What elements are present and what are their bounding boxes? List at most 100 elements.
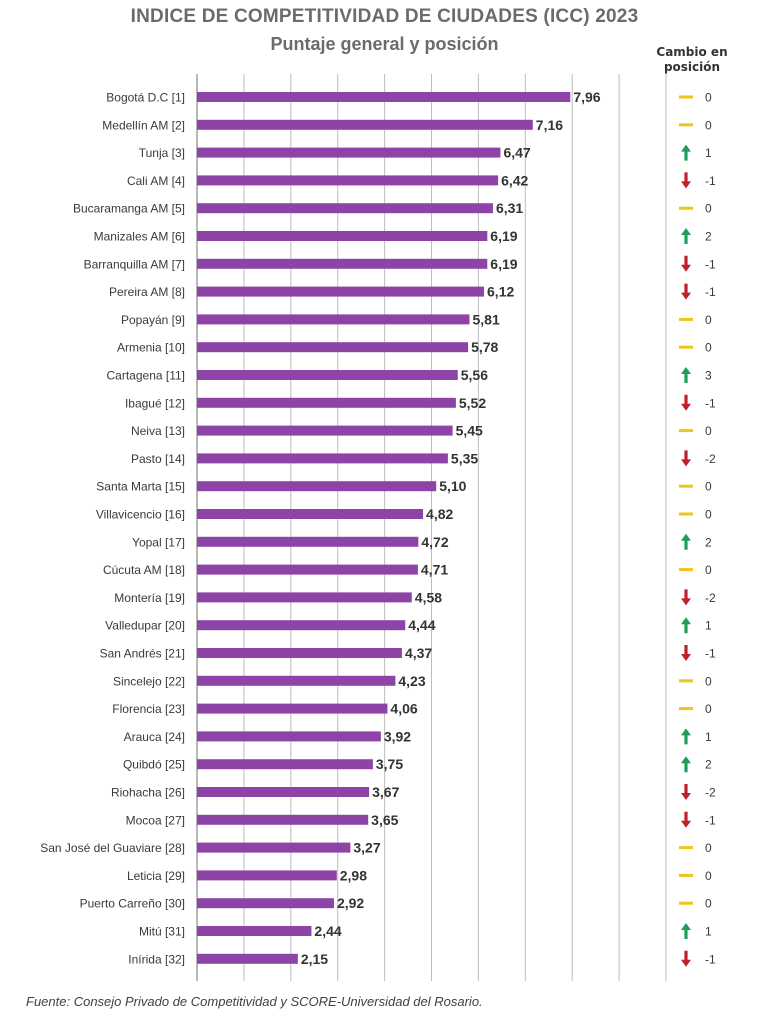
bar bbox=[197, 509, 424, 519]
arrow-down-icon bbox=[681, 255, 691, 272]
bar bbox=[197, 147, 501, 158]
bar bbox=[197, 953, 298, 964]
value-label: 2,15 bbox=[301, 951, 328, 967]
no-change-dash-icon bbox=[679, 901, 693, 905]
bar bbox=[197, 731, 381, 742]
category-label: Villavicencio [16] bbox=[96, 508, 185, 522]
no-change-dash-icon bbox=[679, 484, 693, 488]
category-label: Montería [19] bbox=[114, 591, 185, 605]
arrow-down-icon bbox=[681, 394, 691, 411]
category-label: Puerto Carreño [30] bbox=[80, 897, 185, 911]
value-label: 3,65 bbox=[371, 812, 398, 828]
bar bbox=[197, 592, 412, 603]
category-label: Riohacha [26] bbox=[111, 786, 185, 800]
value-label: 4,71 bbox=[421, 562, 448, 578]
position-change-header: Cambio en posición bbox=[656, 45, 728, 74]
position-change-value: 3 bbox=[705, 369, 712, 383]
bar bbox=[197, 870, 337, 881]
position-change-value: 0 bbox=[705, 118, 712, 132]
position-change-value: 0 bbox=[705, 563, 712, 577]
category-label: Popayán [9] bbox=[121, 313, 185, 327]
value-label: 6,19 bbox=[490, 228, 517, 244]
bar bbox=[197, 564, 418, 575]
bar bbox=[197, 703, 388, 714]
value-label: 6,12 bbox=[487, 284, 514, 300]
category-label: Tunja [3] bbox=[139, 146, 185, 160]
value-label: 6,31 bbox=[496, 200, 523, 216]
category-label: Sincelejo [22] bbox=[113, 674, 185, 688]
arrow-up-icon bbox=[681, 367, 691, 383]
value-label: 4,44 bbox=[408, 617, 435, 633]
no-change-dash-icon bbox=[679, 95, 693, 99]
value-label: 3,27 bbox=[353, 840, 380, 856]
arrow-up-icon bbox=[681, 228, 691, 244]
position-change-value: 0 bbox=[705, 841, 712, 855]
position-change-value: 1 bbox=[705, 619, 712, 633]
bar bbox=[197, 481, 437, 492]
position-change-value: -2 bbox=[705, 452, 716, 466]
position-change-value: 0 bbox=[705, 480, 712, 494]
no-change-dash-icon bbox=[679, 345, 693, 349]
value-label: 5,52 bbox=[459, 395, 486, 411]
category-label: San José del Guaviare [28] bbox=[40, 841, 185, 855]
arrow-down-icon bbox=[681, 172, 691, 189]
position-change-value: 0 bbox=[705, 341, 712, 355]
value-label: 3,75 bbox=[376, 756, 403, 772]
value-label: 5,10 bbox=[439, 478, 466, 494]
position-change-value: -2 bbox=[705, 591, 716, 605]
bar bbox=[197, 286, 485, 297]
bar bbox=[197, 620, 406, 631]
position-change-value: 0 bbox=[705, 202, 712, 216]
value-label: 7,16 bbox=[536, 117, 563, 133]
position-change-value: -1 bbox=[705, 174, 716, 188]
category-label: Santa Marta [15] bbox=[96, 480, 185, 494]
position-change-value: 0 bbox=[705, 702, 712, 716]
category-label: San Andrés [21] bbox=[100, 647, 185, 661]
no-change-dash-icon bbox=[679, 679, 693, 683]
bar bbox=[197, 842, 351, 853]
category-label: Mocoa [27] bbox=[126, 813, 185, 827]
category-label: Pasto [14] bbox=[131, 452, 185, 466]
position-change-value: 2 bbox=[705, 230, 712, 244]
value-label: 3,67 bbox=[372, 784, 399, 800]
category-label: Medellín AM [2] bbox=[102, 118, 185, 132]
category-label: Inírida [32] bbox=[128, 952, 185, 966]
value-label: 4,37 bbox=[405, 645, 432, 661]
arrow-down-icon bbox=[681, 784, 691, 800]
value-label: 2,92 bbox=[337, 895, 364, 911]
position-change-value: -1 bbox=[705, 813, 716, 827]
bar bbox=[197, 119, 533, 130]
arrow-down-icon bbox=[681, 811, 691, 828]
bar bbox=[197, 397, 456, 408]
position-change-value: -1 bbox=[705, 285, 716, 299]
value-label: 4,06 bbox=[390, 701, 417, 717]
no-change-dash-icon bbox=[679, 568, 693, 572]
category-label: Neiva [13] bbox=[131, 424, 185, 438]
position-change-value: -1 bbox=[705, 647, 716, 661]
arrow-up-icon bbox=[681, 617, 691, 634]
chart-title: INDICE DE COMPETITIVIDAD DE CIUDADES (IC… bbox=[130, 6, 639, 27]
no-change-dash-icon bbox=[679, 317, 693, 321]
category-label: Leticia [29] bbox=[127, 869, 185, 883]
value-label: 5,81 bbox=[472, 311, 499, 327]
bar bbox=[197, 425, 453, 436]
no-change-dash-icon bbox=[679, 873, 693, 877]
arrow-down-icon bbox=[681, 283, 691, 300]
no-change-dash-icon bbox=[679, 707, 693, 711]
value-label: 5,35 bbox=[451, 450, 478, 466]
value-label: 2,44 bbox=[314, 923, 341, 939]
category-label: Armenia [10] bbox=[117, 341, 185, 355]
bar bbox=[197, 648, 402, 658]
category-label: Bogotá D.C [1] bbox=[106, 91, 185, 105]
position-change-value: -1 bbox=[705, 396, 716, 410]
bar bbox=[197, 926, 312, 936]
arrow-up-icon bbox=[681, 533, 691, 550]
position-change-value: 0 bbox=[705, 674, 712, 688]
value-label: 4,72 bbox=[421, 534, 448, 550]
position-change-value: 0 bbox=[705, 869, 712, 883]
position-change-value: -1 bbox=[705, 257, 716, 271]
position-change-value: 0 bbox=[705, 313, 712, 327]
position-change-value: 2 bbox=[705, 535, 712, 549]
arrow-up-icon bbox=[681, 923, 691, 939]
no-change-dash-icon bbox=[679, 206, 693, 210]
